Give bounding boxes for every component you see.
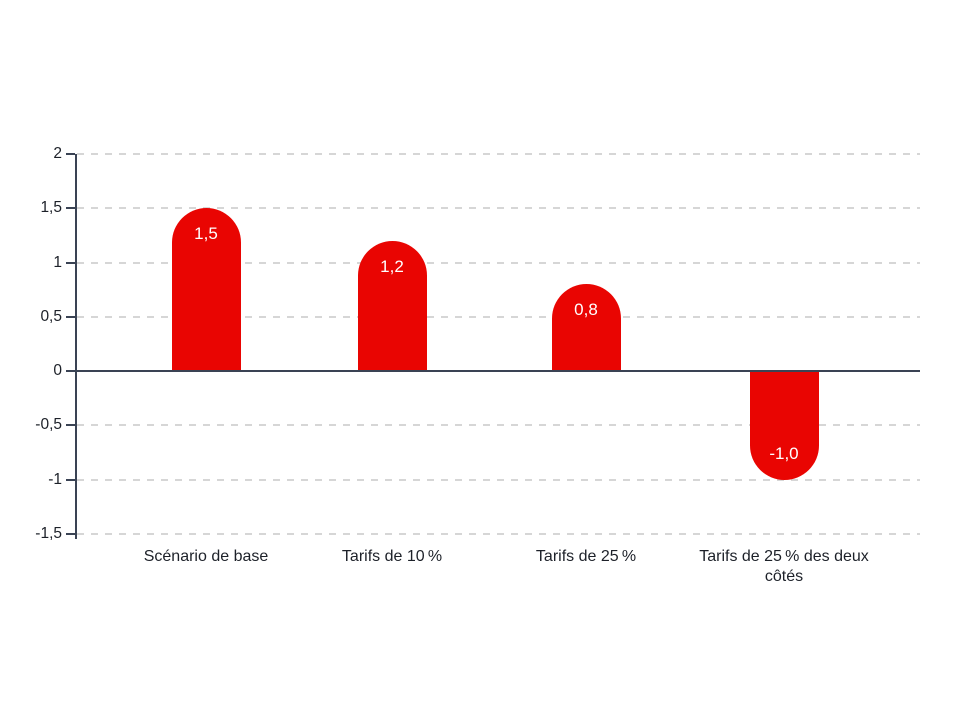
- y-tick: [66, 315, 75, 318]
- y-gridline: [77, 153, 920, 155]
- y-gridline: [77, 478, 920, 481]
- bar-value-label: 1,5: [194, 224, 218, 244]
- y-tick-label: 1,5: [40, 199, 62, 217]
- bar: [171, 208, 241, 372]
- y-tick-label: 0,5: [40, 307, 62, 325]
- y-gridline: [77, 315, 920, 318]
- y-tick: [66, 261, 75, 264]
- bar: [357, 240, 427, 372]
- y-tick: [66, 478, 75, 481]
- y-tick-label: -0,5: [35, 416, 62, 434]
- bar-value-label: 0,8: [574, 300, 598, 320]
- x-category-label: Tarifs de 10 %: [341, 548, 443, 565]
- x-category-label: Tarifs de 25 %: [535, 548, 637, 565]
- y-tick-label: 0: [53, 362, 62, 380]
- bar-value-label: -1,0: [769, 443, 799, 463]
- x-category-label: Scénario de base: [143, 548, 269, 565]
- bar-value-label: 1,2: [380, 256, 404, 276]
- y-tick-label: -1,5: [35, 524, 62, 542]
- y-gridline: [77, 261, 920, 264]
- bar: [749, 371, 819, 480]
- x-axis-zero-line: [75, 370, 920, 373]
- y-tick: [66, 370, 75, 373]
- y-gridline: [77, 207, 920, 210]
- y-gridline: [77, 532, 920, 535]
- x-category-label: Tarifs de 25 % des deux côtés: [699, 548, 869, 585]
- y-tick-label: 2: [53, 145, 62, 162]
- y-gridline: [77, 424, 920, 427]
- y-tick-label: -1: [48, 470, 62, 488]
- y-tick-label: 1: [53, 253, 62, 271]
- y-tick: [66, 207, 75, 210]
- y-tick: [66, 153, 75, 155]
- y-axis-line: [75, 154, 77, 539]
- y-tick: [66, 532, 75, 535]
- y-tick: [66, 424, 75, 427]
- bar: [551, 284, 621, 372]
